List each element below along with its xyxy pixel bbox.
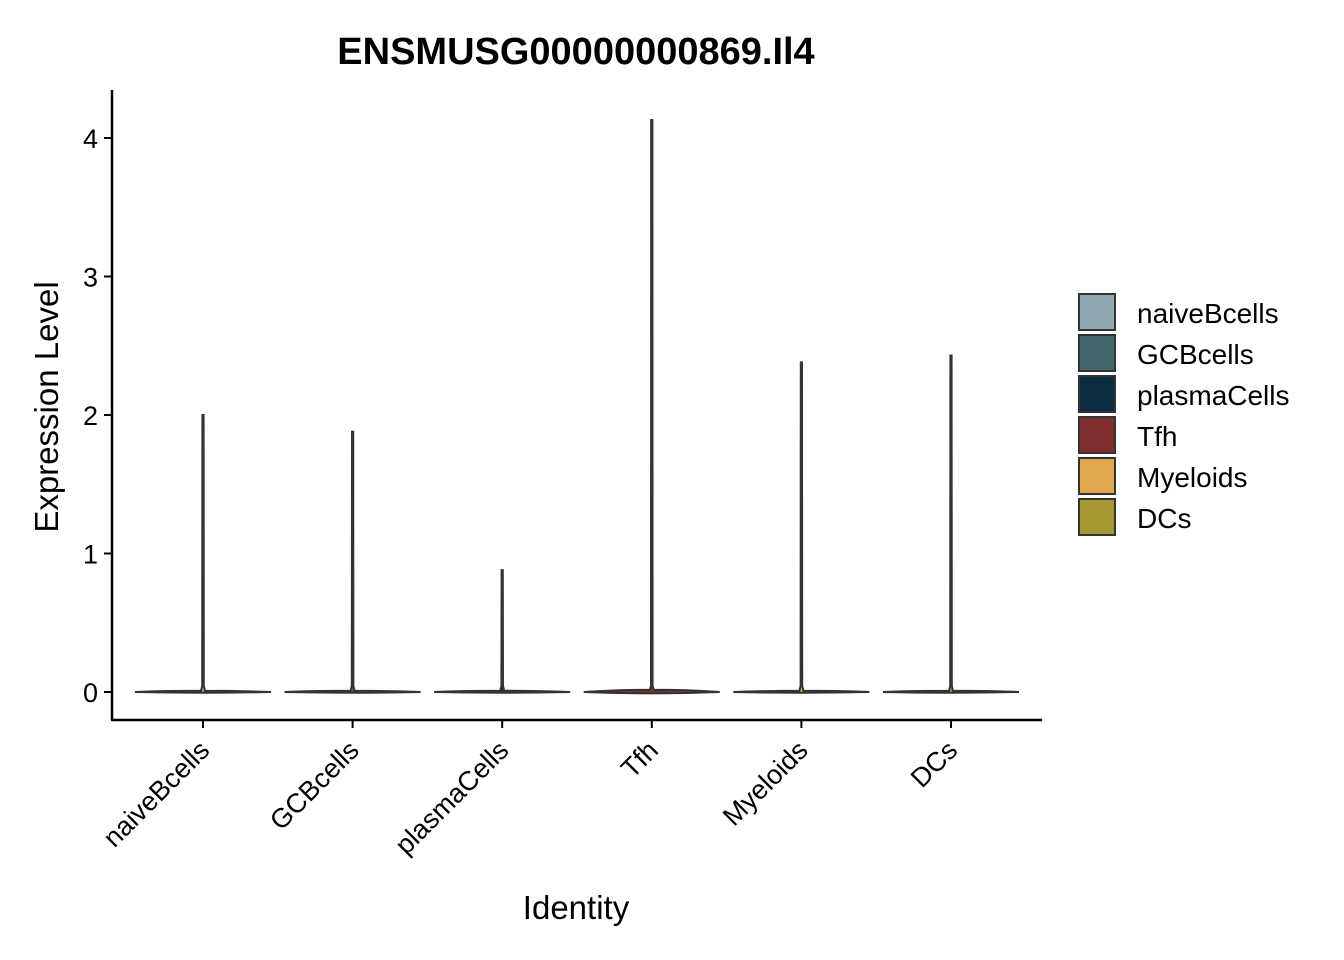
legend: naiveBcells GCBcells plasmaCells Tfh Myeloid… <box>1078 293 1290 536</box>
y-tick-label: 3 <box>83 263 98 293</box>
y-tick-label: 4 <box>83 124 98 154</box>
y-tick-label: 0 <box>83 678 98 708</box>
violin-plasmaCells <box>434 569 571 694</box>
x-axis-ticks: naiveBcells GCBcells plasmaCells Tfh Myeloid… <box>97 720 963 860</box>
y-tick-label: 1 <box>83 540 98 570</box>
legend-swatch <box>1078 498 1116 536</box>
legend-label: plasmaCells <box>1137 380 1290 411</box>
legend-swatch <box>1078 293 1116 331</box>
y-axis-ticks: 0 1 2 3 4 <box>83 124 112 708</box>
x-tick-label: naiveBcells <box>97 735 215 853</box>
violin-layer <box>134 118 1020 695</box>
violin-DCs <box>882 354 1020 694</box>
legend-label: Tfh <box>1137 421 1177 452</box>
legend-swatch <box>1078 375 1116 413</box>
legend-swatch <box>1078 334 1116 372</box>
x-tick-label: DCs <box>905 735 963 793</box>
legend-label: Myeloids <box>1137 462 1247 493</box>
y-axis-label: Expression Level <box>28 281 65 532</box>
violin-GCBcells <box>284 430 421 694</box>
chart-title: ENSMUSG00000000869.Il4 <box>337 31 814 73</box>
x-tick-label: GCBcells <box>264 735 365 836</box>
legend-swatch <box>1078 416 1116 454</box>
x-tick-label: Myeloids <box>717 735 814 832</box>
x-tick-label: plasmaCells <box>389 735 514 860</box>
legend-label: GCBcells <box>1137 339 1254 370</box>
legend-swatch <box>1078 457 1116 495</box>
violin-Tfh <box>583 118 720 695</box>
legend-label: DCs <box>1137 503 1191 534</box>
x-axis-label: Identity <box>523 889 630 926</box>
violin-Myeloids <box>733 361 870 694</box>
x-tick-label: Tfh <box>615 735 664 784</box>
legend-label: naiveBcells <box>1137 298 1279 329</box>
violin-naiveBcells <box>134 414 272 694</box>
y-tick-label: 2 <box>83 401 98 431</box>
